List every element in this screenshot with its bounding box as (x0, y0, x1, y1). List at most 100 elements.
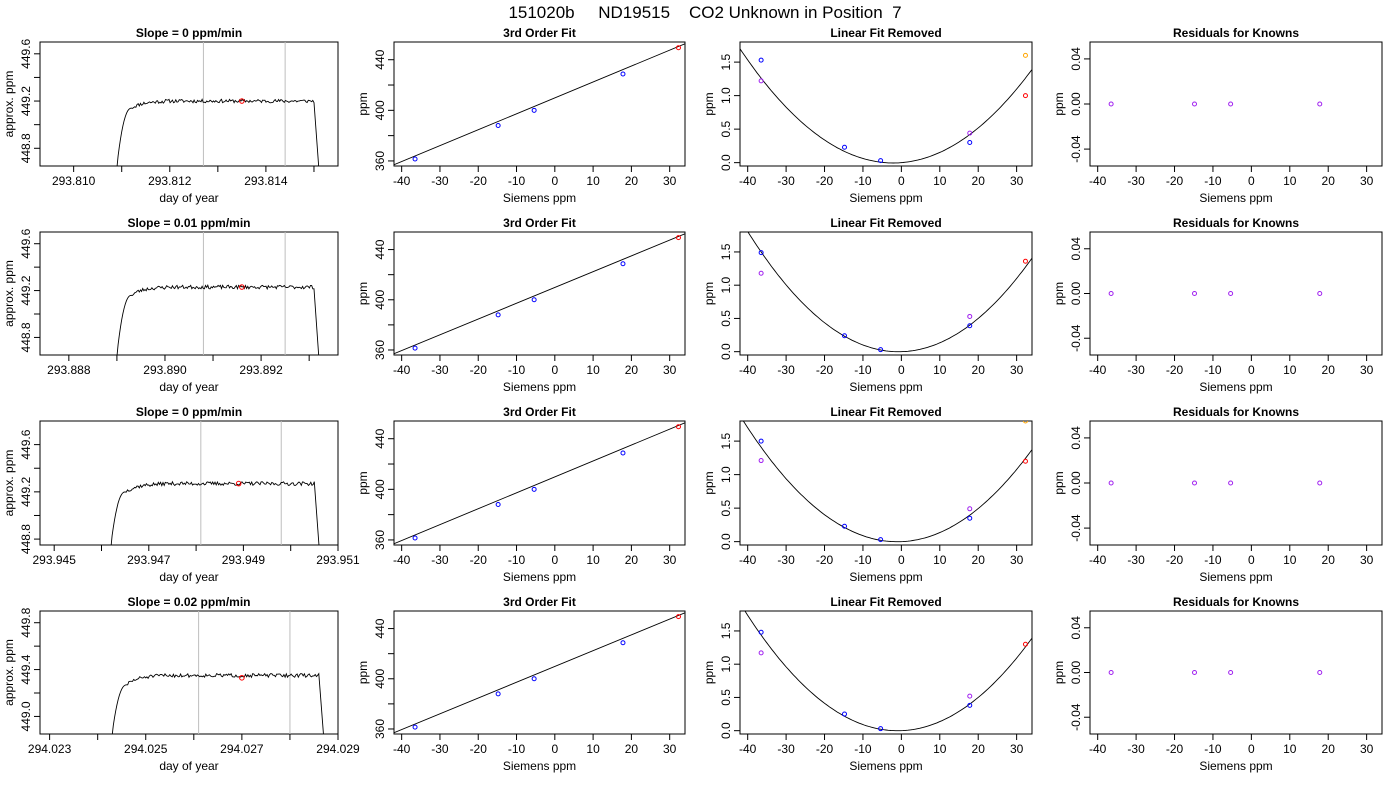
y-axis-label: ppm (702, 282, 716, 305)
signal-trace (116, 284, 320, 355)
y-tick-label: 1.5 (719, 243, 733, 260)
x-tick-label: 30 (1010, 742, 1024, 756)
sample-point (239, 284, 245, 290)
residual-curve (747, 232, 1032, 353)
panel-title: Residuals for Knowns (1173, 216, 1299, 230)
y-axis-label: ppm (1052, 282, 1066, 305)
x-tick-label: -10 (508, 363, 526, 377)
data-point (1317, 480, 1323, 486)
signal-trace (110, 480, 320, 545)
plot-area (744, 611, 1032, 732)
x-tick-label: 20 (972, 553, 986, 567)
data-point (758, 629, 764, 635)
y-tick-label: 0.04 (1069, 47, 1083, 71)
data-point (1108, 670, 1114, 675)
panel-resid-row2: Linear Fit Removed -40 -30 -20 -10 0 10 20 30 Sie… (702, 216, 1033, 394)
panel-title: Residuals for Knowns (1173, 26, 1299, 40)
plot-frame (39, 41, 339, 167)
x-tick-label: 0 (551, 742, 558, 756)
x-tick-label: -10 (1204, 174, 1222, 188)
x-tick-label: 0 (898, 363, 905, 377)
plot-area (394, 422, 685, 545)
panel-resid-row1: Linear Fit Removed -40 -30 -20 -10 0 10 20 30 Sie… (702, 26, 1033, 205)
x-tick-label: 20 (1322, 363, 1336, 377)
x-tick-label: 10 (586, 553, 600, 567)
panel-fit-row4: 3rd Order Fit -40 -30 -20 -10 0 10 20 30 Siemens … (356, 595, 686, 773)
plot-area (116, 42, 320, 166)
x-tick-label: 20 (972, 742, 986, 756)
data-point (1228, 291, 1234, 296)
plot-frame (39, 610, 339, 735)
x-tick-label: -30 (1127, 174, 1145, 188)
x-tick-label: -30 (431, 553, 449, 567)
y-tick-label: 449.6 (19, 429, 33, 459)
panel-title: Residuals for Knowns (1173, 405, 1299, 419)
y-axis-label: ppm (356, 92, 370, 115)
plot-area (742, 421, 1032, 543)
x-tick-label: 10 (586, 363, 600, 377)
sample-point (239, 674, 245, 681)
x-tick-label: 293.810 (52, 174, 96, 188)
x-axis-label: day of year (159, 191, 218, 205)
x-tick-label: -40 (739, 363, 757, 377)
x-axis-label: day of year (159, 380, 218, 394)
data-point (412, 724, 418, 730)
x-tick-label: -20 (816, 553, 834, 567)
plot-frame (39, 231, 339, 356)
panel-known-row3: Residuals for Knowns -40 -30 -20 -10 0 10 20 30 S… (1052, 405, 1383, 584)
x-tick-label: -30 (431, 174, 449, 188)
fit-line (394, 422, 685, 545)
y-tick-label: 1.0 (719, 87, 733, 104)
y-tick-label: 449.8 (19, 607, 33, 637)
figure-title: 151020b ND19515 CO2 Unknown in Position … (508, 3, 901, 22)
y-tick-label: 0.04 (1069, 616, 1083, 640)
y-tick-label: 400 (373, 289, 387, 309)
x-tick-label: -30 (1127, 363, 1145, 377)
x-tick-label: 30 (663, 174, 677, 188)
x-tick-label: 0 (898, 553, 905, 567)
panel-known-row1: Residuals for Knowns -40 -30 -20 -10 0 10 20 30 S… (1052, 26, 1383, 205)
data-point (1022, 52, 1028, 58)
residual-curve (744, 611, 1032, 732)
y-tick-label: 360 (373, 340, 387, 360)
y-tick-label: 449.4 (19, 654, 33, 684)
panel-trace-row3: Slope = 0 ppm/min 293.945 293.947 293.949 29… (2, 405, 360, 584)
data-point (412, 345, 418, 351)
x-tick-label: -10 (508, 174, 526, 188)
x-axis-label: day of year (159, 570, 218, 584)
data-point (531, 676, 537, 682)
x-axis-label: Siemens ppm (503, 570, 576, 584)
panel-title: 3rd Order Fit (503, 595, 576, 609)
y-tick-label: 449.2 (19, 477, 33, 507)
data-point (1022, 421, 1028, 424)
data-point (758, 458, 764, 464)
x-tick-label: -40 (739, 742, 757, 756)
x-tick-label: 20 (625, 363, 639, 377)
panel-fit-row1: 3rd Order Fit -40 -30 -20 -10 0 10 20 30 Siemens … (356, 26, 686, 205)
plot-frame (393, 420, 686, 546)
data-point (758, 78, 764, 84)
residual-curve (740, 48, 1032, 164)
plot-frame (739, 610, 1033, 735)
y-tick-label: 360 (373, 719, 387, 739)
x-tick-label: 0 (551, 174, 558, 188)
data-point (758, 650, 764, 656)
data-point (675, 235, 681, 241)
x-tick-label: 30 (1010, 363, 1024, 377)
y-tick-label: 0.0 (719, 343, 733, 360)
panel-trace-row2: Slope = 0.01 ppm/min 293.888 293.890 293.89… (2, 216, 339, 394)
data-point (967, 506, 973, 512)
x-tick-label: 10 (933, 553, 947, 567)
y-tick-label: 449.0 (19, 701, 33, 731)
plot-frame (739, 41, 1033, 167)
x-axis-label: Siemens ppm (1199, 570, 1272, 584)
x-tick-label: -10 (508, 553, 526, 567)
panel-trace-row1: Slope = 0 ppm/min 293.810 293.812 293.814 da… (2, 26, 339, 205)
data-point (878, 347, 884, 353)
x-tick-label: 0 (898, 174, 905, 188)
y-tick-label: 0.00 (1069, 92, 1083, 116)
data-point (495, 691, 501, 697)
x-tick-label: -10 (854, 742, 872, 756)
y-tick-label: 1.0 (719, 656, 733, 673)
x-tick-label: -20 (816, 363, 834, 377)
